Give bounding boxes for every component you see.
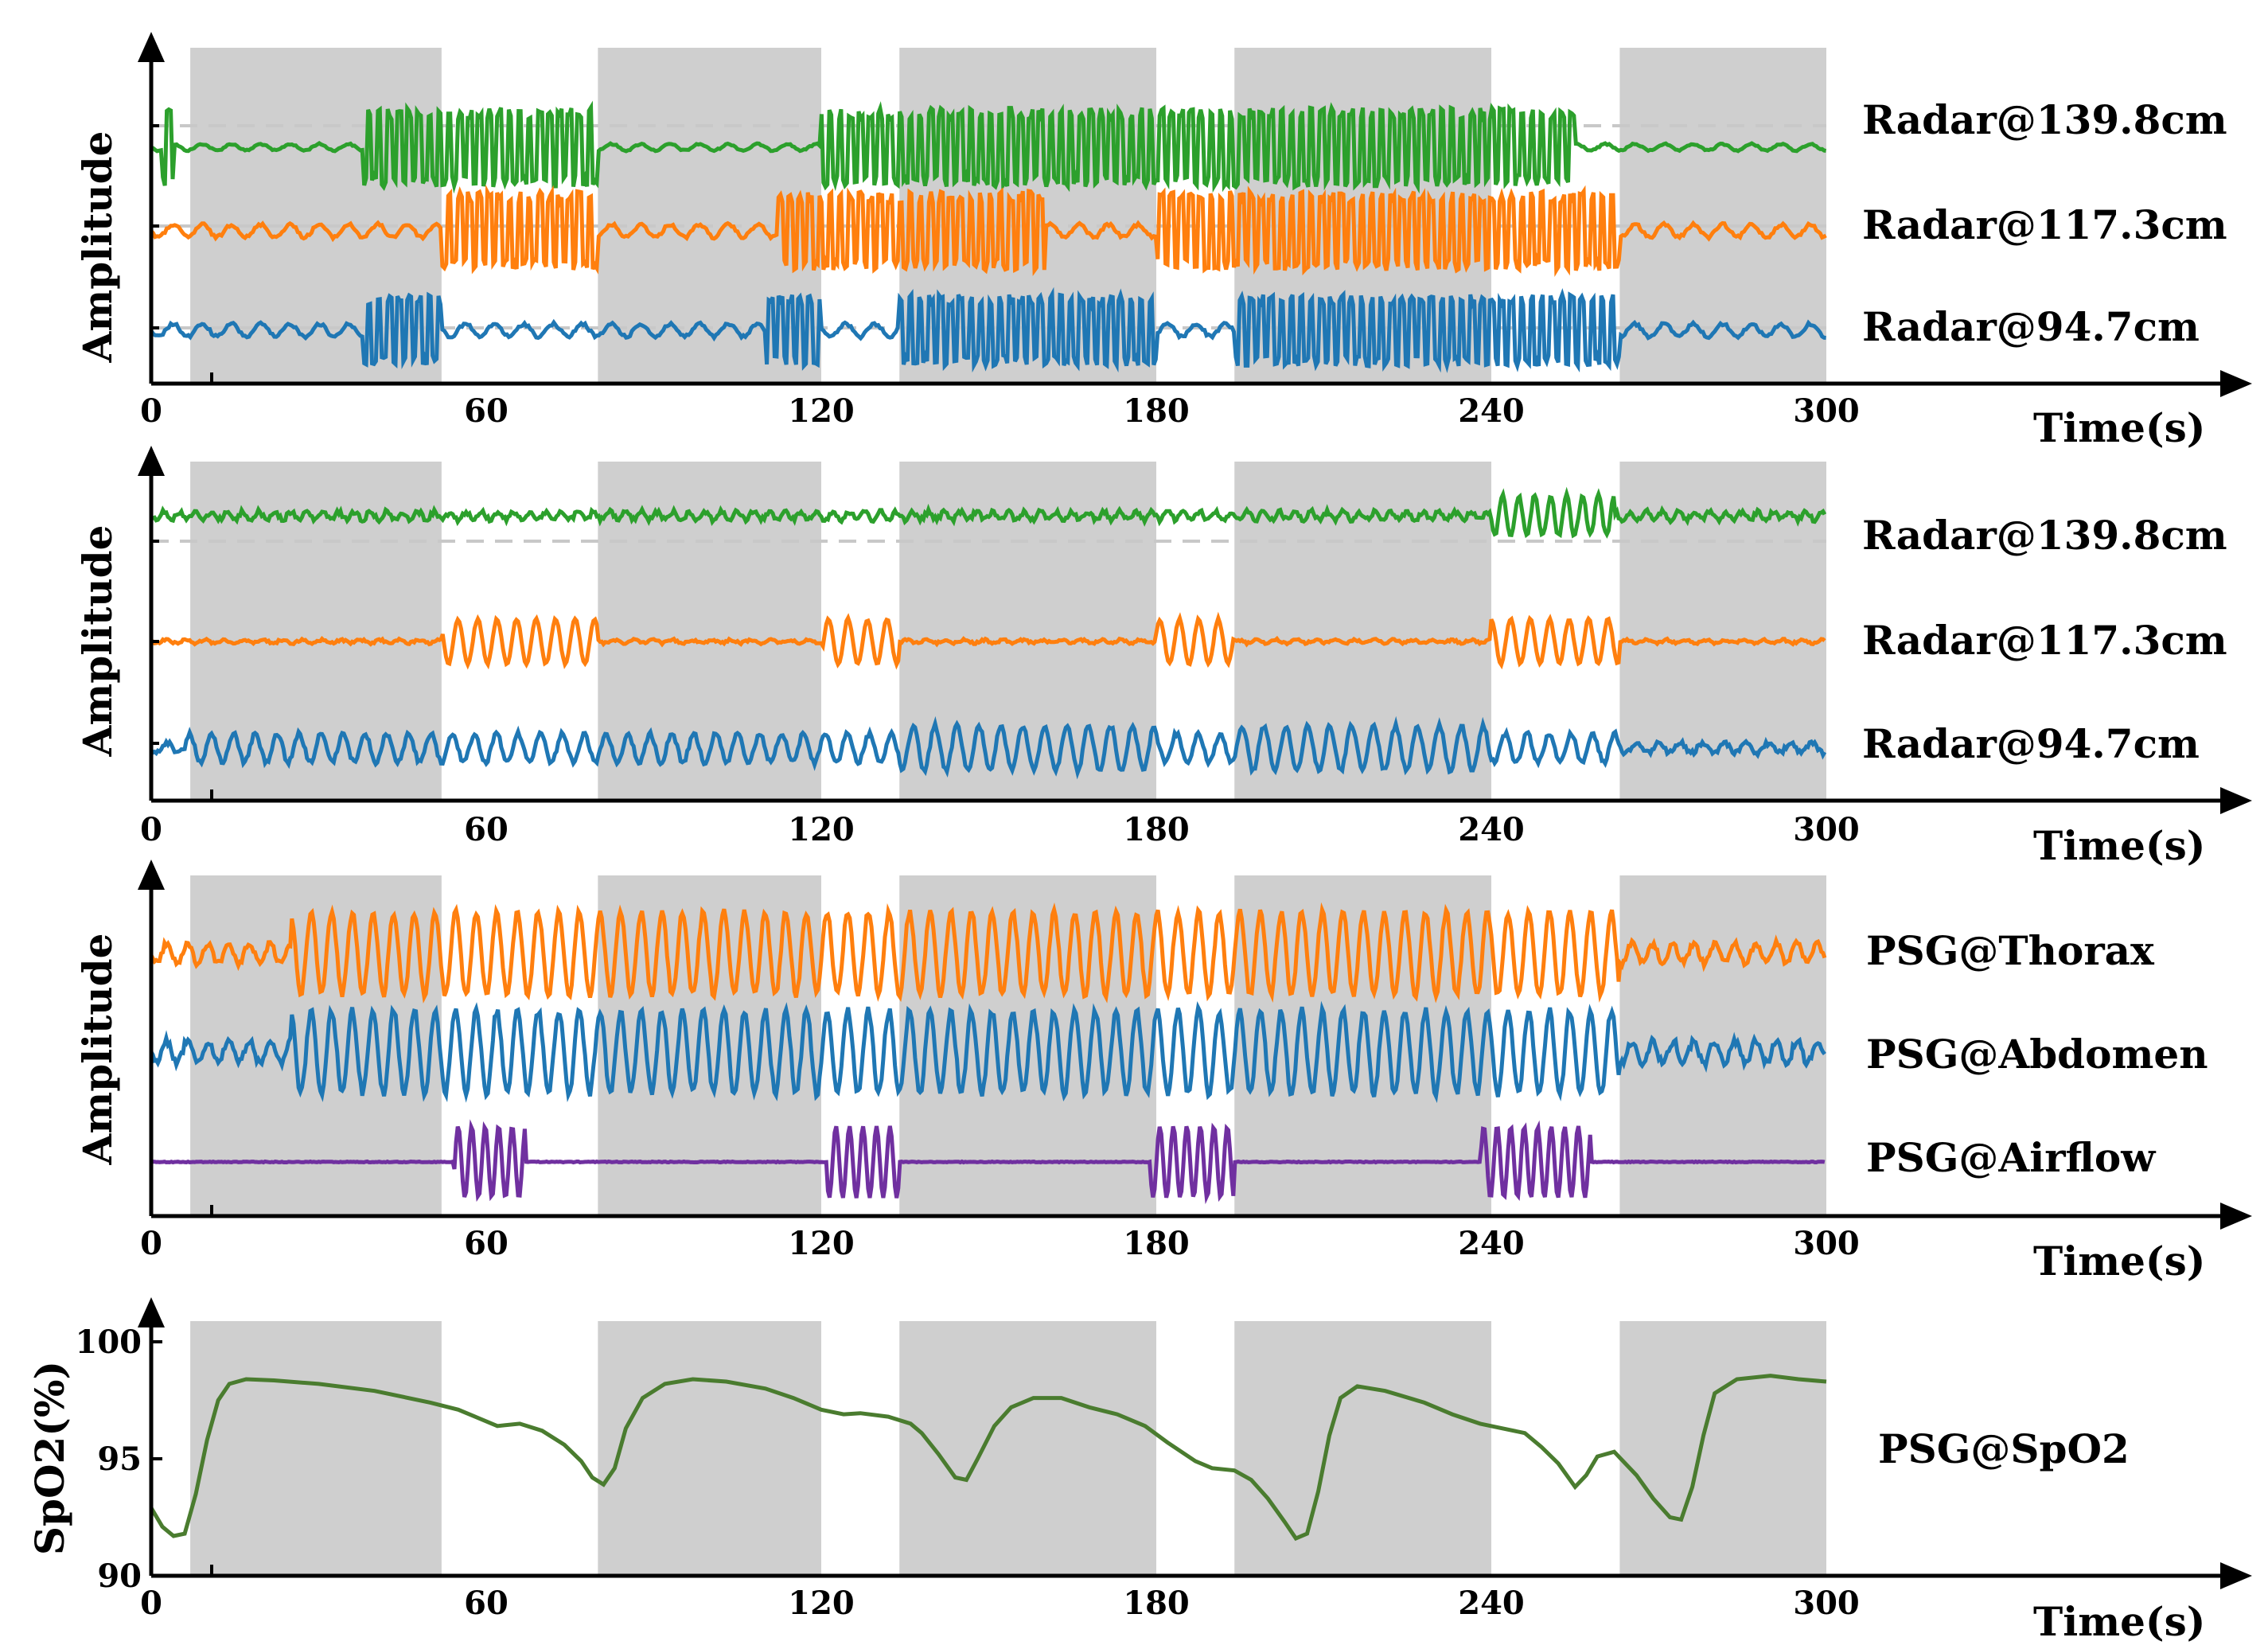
x-tick-label: 300 xyxy=(1793,1585,1860,1622)
series-line xyxy=(151,287,1826,373)
series-line xyxy=(151,715,1827,780)
x-tick-label: 60 xyxy=(464,1585,509,1622)
shaded-interval xyxy=(1234,1321,1491,1576)
panel-radar-filtered: 0 60 120 180 240 300 Time(s) Amplitude Radar@… xyxy=(74,446,2252,869)
x-tick-label: 120 xyxy=(788,1225,855,1262)
x-axis-label: Time(s) xyxy=(2033,822,2205,869)
x-tick-label: 240 xyxy=(1458,392,1525,430)
panel-radar-raw: 0 60 120 180 240 300 Time(s) Amplitude Radar@… xyxy=(74,32,2252,451)
y-axis-label: Amplitude xyxy=(74,934,121,1166)
y-tick-labels: 90 95 100 xyxy=(76,1323,162,1595)
shaded-interval xyxy=(598,1321,821,1576)
series-line xyxy=(151,184,1827,278)
y-tick-label: 100 xyxy=(76,1323,142,1361)
legend-label: PSG@Abdomen xyxy=(1866,1031,2208,1078)
y-axis-label: Amplitude xyxy=(74,525,121,758)
series-line xyxy=(151,100,1827,194)
x-axis-label: Time(s) xyxy=(2033,404,2205,451)
axes xyxy=(138,1297,2252,1589)
y-tick-label: 95 xyxy=(97,1440,142,1478)
x-axis-arrow xyxy=(2220,370,2252,397)
legend-label: Radar@139.8cm xyxy=(1862,512,2227,559)
x-tick-label: 240 xyxy=(1458,1225,1525,1262)
series-line xyxy=(151,486,1827,539)
x-tick-labels: 0 60 120 180 240 300 xyxy=(140,1585,1860,1622)
y-tick-label: 90 xyxy=(97,1557,142,1595)
shaded-regions xyxy=(190,1321,1826,1576)
x-tick-label: 120 xyxy=(788,1585,855,1622)
x-tick-label: 60 xyxy=(464,392,509,430)
y-axis-label: Amplitude xyxy=(74,131,121,364)
x-tick-label: 180 xyxy=(1123,1585,1190,1622)
series-line xyxy=(151,902,1827,1004)
x-tick-label: 0 xyxy=(140,1225,162,1262)
y-axis-arrow xyxy=(138,32,165,62)
x-tick-label: 0 xyxy=(140,392,162,430)
x-tick-label: 60 xyxy=(464,811,509,848)
x-tick-label: 0 xyxy=(140,811,162,848)
x-tick-label: 60 xyxy=(464,1225,509,1262)
shaded-interval xyxy=(1619,48,1826,384)
axes xyxy=(138,32,2252,397)
series-line xyxy=(151,1119,1826,1205)
legend-label: PSG@Thorax xyxy=(1866,927,2155,974)
series-line xyxy=(151,611,1826,670)
y-axis-label: SpO2(%) xyxy=(26,1361,73,1555)
x-axis-label: Time(s) xyxy=(2033,1598,2205,1645)
legend-label: Radar@117.3cm xyxy=(1862,617,2227,664)
x-tick-label: 240 xyxy=(1458,811,1525,848)
axes xyxy=(138,860,2252,1230)
legend-label: PSG@Airflow xyxy=(1866,1134,2157,1181)
x-tick-label: 120 xyxy=(788,811,855,848)
legend-label: Radar@117.3cm xyxy=(1862,201,2227,248)
x-tick-label: 180 xyxy=(1123,392,1190,430)
shaded-interval xyxy=(899,1321,1156,1576)
panel-psg: 0 60 120 180 240 300 Time(s) Amplitude PSG@Th… xyxy=(74,860,2252,1285)
shaded-interval xyxy=(1619,1321,1826,1576)
x-tick-label: 180 xyxy=(1123,1225,1190,1262)
x-tick-labels: 0 60 120 180 240 300 xyxy=(140,392,1860,430)
x-axis-label: Time(s) xyxy=(2033,1238,2205,1285)
shaded-interval xyxy=(190,1321,442,1576)
legend-label: Radar@139.8cm xyxy=(1862,96,2227,143)
x-tick-labels: 0 60 120 180 240 300 xyxy=(140,1225,1860,1262)
x-tick-label: 300 xyxy=(1793,811,1860,848)
x-tick-label: 0 xyxy=(140,1585,162,1622)
x-tick-label: 240 xyxy=(1458,1585,1525,1622)
x-tick-label: 300 xyxy=(1793,1225,1860,1262)
x-tick-label: 120 xyxy=(788,392,855,430)
axes xyxy=(138,446,2252,814)
series-line xyxy=(151,1374,1827,1542)
series-line xyxy=(151,1000,1826,1103)
x-tick-label: 180 xyxy=(1123,811,1190,848)
legend-label: PSG@SpO2 xyxy=(1878,1425,2130,1472)
x-tick-labels: 0 60 120 180 240 300 xyxy=(140,811,1860,848)
legend-label: Radar@94.7cm xyxy=(1862,720,2200,767)
legend-label: Radar@94.7cm xyxy=(1862,303,2200,350)
x-tick-label: 300 xyxy=(1793,392,1860,430)
